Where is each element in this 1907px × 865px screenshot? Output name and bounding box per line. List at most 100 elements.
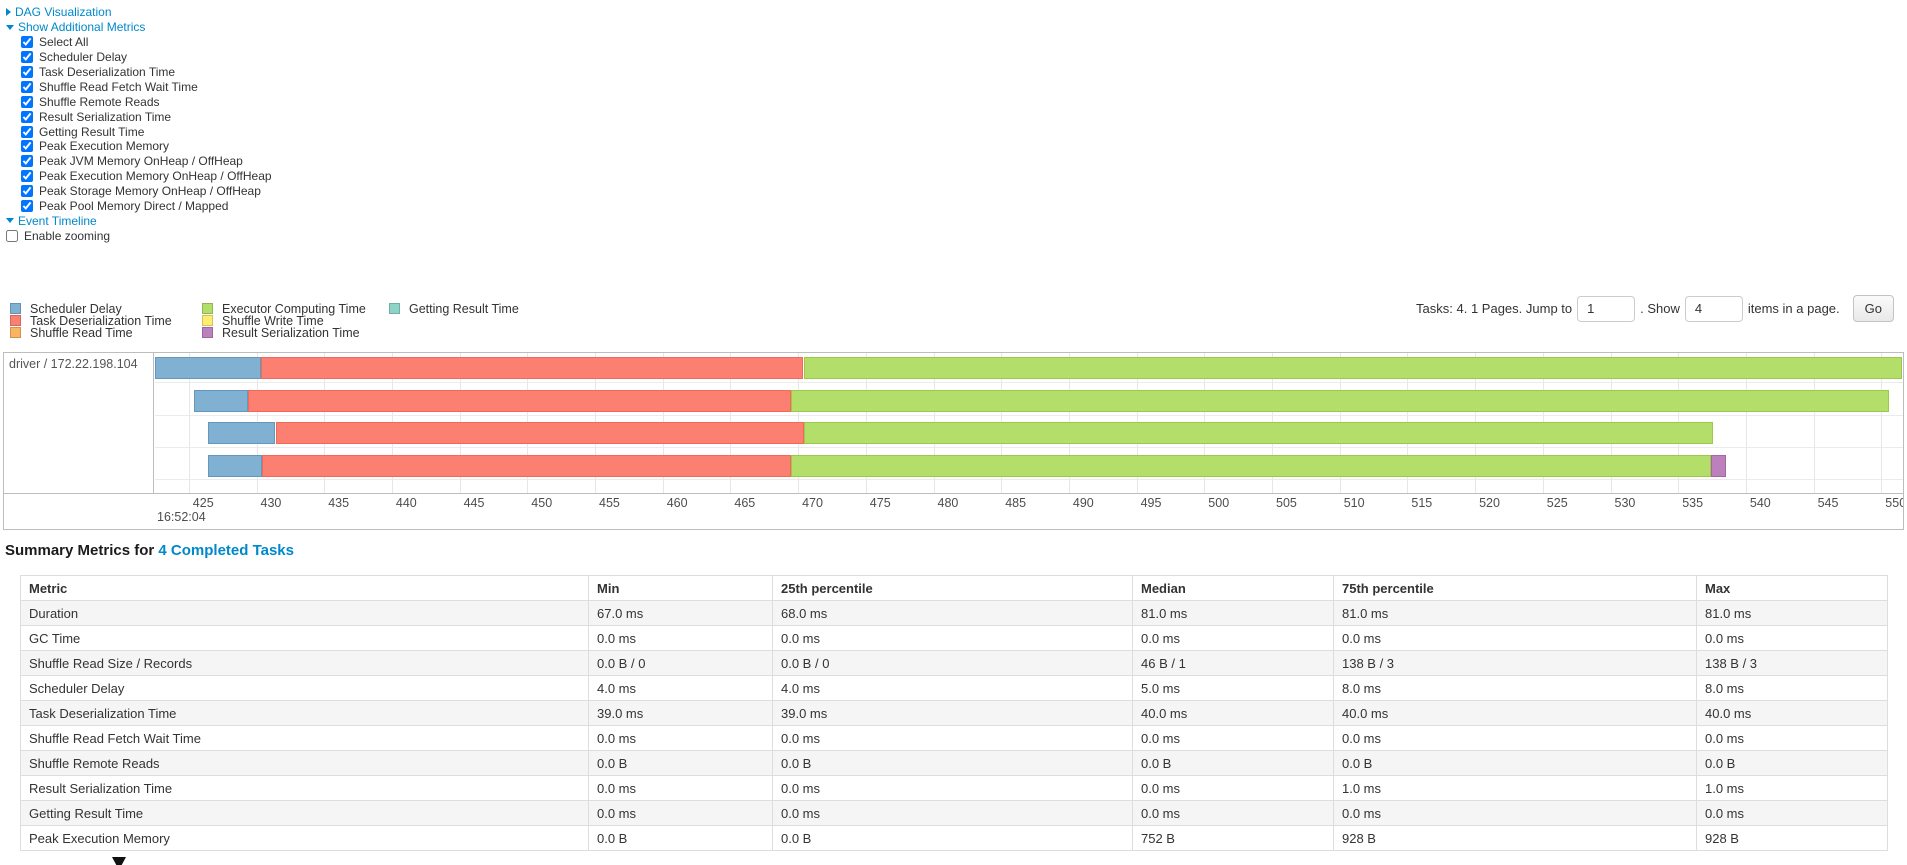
metric-value-cell: 40.0 ms <box>1333 700 1697 726</box>
axis-tick-label: 445 <box>463 496 485 510</box>
pagination-show-label: . Show <box>1640 301 1680 316</box>
task-segment-executor-computing-time[interactable] <box>803 422 1714 444</box>
completed-tasks-link[interactable]: 4 Completed Tasks <box>158 542 294 559</box>
task-segment-task-deserialization-time[interactable] <box>260 357 804 379</box>
metric-value-cell: 0.0 ms <box>1132 800 1334 826</box>
metric-checkbox[interactable] <box>21 200 33 213</box>
legend-label: Getting Result Time <box>409 301 519 316</box>
axis-tick-label: 510 <box>1343 496 1365 510</box>
task-segment-task-deserialization-time[interactable] <box>248 390 792 412</box>
axis-tick-label: 515 <box>1411 496 1433 510</box>
task-segment-executor-computing-time[interactable] <box>803 357 1902 379</box>
metric-checkbox[interactable] <box>21 125 33 138</box>
legend-label: Scheduler Delay <box>30 301 122 316</box>
metric-value-cell: 138 B / 3 <box>1333 650 1697 676</box>
metric-checkbox[interactable] <box>21 155 33 168</box>
metric-label: Peak Execution Memory OnHeap / OffHeap <box>39 169 272 184</box>
go-button[interactable]: Go <box>1852 295 1894 322</box>
legend-label: Task Deserialization Time <box>30 313 172 328</box>
show-additional-metrics-toggle[interactable]: Show Additional Metrics <box>6 20 272 35</box>
metric-checkbox[interactable] <box>21 110 33 123</box>
enable-zooming-checkbox[interactable] <box>6 229 18 242</box>
metric-value-cell: 0.0 B <box>588 750 773 776</box>
column-header: Median <box>1132 575 1334 601</box>
summary-metrics-table: Metric Min 25th percentile Median 75th perce… <box>20 575 1888 851</box>
dag-visualization-link[interactable]: DAG Visualization <box>15 5 112 20</box>
executor-group-label: driver / 172.22.198.104 <box>9 357 138 371</box>
metric-value-cell: 67.0 ms <box>588 600 773 626</box>
summary-metrics-title: Summary Metrics for 4 Completed Tasks <box>5 542 294 559</box>
metric-option-row: Getting Result Time <box>6 124 272 139</box>
metric-label: Shuffle Remote Reads <box>39 94 160 109</box>
axis-tick-label: 520 <box>1479 496 1500 510</box>
metric-value-cell: 0.0 B <box>1696 750 1888 776</box>
metric-value-cell: 1.0 ms <box>1333 775 1697 801</box>
table-row: Result Serialization Time 0.0 ms 0.0 ms 0.0… <box>20 775 1888 801</box>
axis-tick-label: 440 <box>395 496 417 510</box>
metric-checkbox[interactable] <box>21 51 33 64</box>
show-additional-metrics-link[interactable]: Show Additional Metrics <box>18 20 146 35</box>
task-segment-scheduler-delay[interactable] <box>207 422 276 444</box>
metric-checkbox[interactable] <box>21 185 33 198</box>
task-segment-result-serialization-time[interactable] <box>1710 455 1726 477</box>
legend-column: Scheduler Delay Task Deserialization Time… <box>10 301 172 340</box>
dag-visualization-toggle[interactable]: DAG Visualization <box>6 5 272 20</box>
table-row: Task Deserialization Time 39.0 ms 39.0 ms 4… <box>20 700 1888 726</box>
task-segment-scheduler-delay[interactable] <box>207 455 262 477</box>
metric-option-row: Peak Execution Memory <box>6 139 272 154</box>
metric-value-cell: 0.0 ms <box>772 625 1133 651</box>
pagination-summary: Tasks: 4. 1 Pages. Jump to <box>1416 301 1573 316</box>
legend-label: Shuffle Read Time <box>30 325 133 340</box>
metric-option-row: Peak JVM Memory OnHeap / OffHeap <box>6 154 272 169</box>
axis-tick-label: 430 <box>260 496 282 510</box>
legend-item: Task Deserialization Time <box>10 313 172 328</box>
metric-checkbox[interactable] <box>21 80 33 93</box>
jump-to-page-input[interactable] <box>1577 295 1636 322</box>
task-segment-task-deserialization-time[interactable] <box>275 422 804 444</box>
metric-checkbox[interactable] <box>21 170 33 183</box>
metric-value-cell: 0.0 B <box>772 750 1133 776</box>
items-per-page-input[interactable] <box>1684 295 1743 322</box>
table-row: Shuffle Remote Reads 0.0 B 0.0 B 0.0 B 0.0 B… <box>20 750 1888 776</box>
metric-checkbox[interactable] <box>21 66 33 78</box>
chevron-right-icon <box>6 8 11 17</box>
metric-option-row: Select All <box>6 35 272 50</box>
task-segment-task-deserialization-time[interactable] <box>262 455 792 477</box>
timeline-plot-area: 425 430 435 440 445 450 455 460 465 470 475 480 485 4… <box>4 353 1903 529</box>
metric-option-row: Peak Storage Memory OnHeap / OffHeap <box>6 184 272 199</box>
table-row: Peak Execution Memory 0.0 B 0.0 B 752 B 928 … <box>20 825 1888 851</box>
legend-column: Getting Result Time <box>389 301 519 316</box>
legend-label: Executor Computing Time <box>222 301 366 316</box>
metric-value-cell: 0.0 ms <box>588 625 773 651</box>
chevron-down-icon <box>6 218 14 224</box>
metric-value-cell: 928 B <box>1696 825 1888 851</box>
metric-label: Peak Execution Memory <box>39 139 170 154</box>
next-section-arrow-icon[interactable] <box>112 857 126 865</box>
metric-value-cell: 0.0 B <box>588 825 773 851</box>
metric-checkbox[interactable] <box>21 95 33 108</box>
table-row: Scheduler Delay 4.0 ms 4.0 ms 5.0 ms 8.0 ms 8… <box>20 675 1888 701</box>
axis-tick-label: 465 <box>734 496 756 510</box>
axis-tick-label: 495 <box>1140 496 1162 510</box>
axis-tick-label: 470 <box>802 496 823 510</box>
task-segment-scheduler-delay[interactable] <box>194 390 249 412</box>
table-row: Shuffle Read Fetch Wait Time 0.0 ms 0.0 ms… <box>20 725 1888 751</box>
additional-metrics-options: Select All Scheduler Delay Task Deserializ… <box>6 35 272 214</box>
task-segment-executor-computing-time[interactable] <box>791 390 1890 412</box>
task-segment-scheduler-delay[interactable] <box>155 357 261 379</box>
metric-value-cell: 138 B / 3 <box>1696 650 1888 676</box>
axis-tick-label: 535 <box>1682 496 1704 510</box>
metric-name-cell: Shuffle Read Size / Records <box>20 650 589 676</box>
metric-value-cell: 46 B / 1 <box>1132 650 1334 676</box>
axis-tick-label: 485 <box>1005 496 1027 510</box>
event-timeline-toggle[interactable]: Event Timeline <box>6 213 272 228</box>
axis-tick-label: 475 <box>869 496 891 510</box>
axis-tick-label: 450 <box>531 496 553 510</box>
metric-checkbox[interactable] <box>21 36 33 49</box>
event-timeline-link[interactable]: Event Timeline <box>18 213 97 228</box>
axis-gridline <box>1881 353 1883 493</box>
task-segment-executor-computing-time[interactable] <box>791 455 1711 477</box>
metric-value-cell: 8.0 ms <box>1333 675 1697 701</box>
table-row: Shuffle Read Size / Records 0.0 B / 0 0.0 … <box>20 650 1888 676</box>
metric-checkbox[interactable] <box>21 140 33 153</box>
